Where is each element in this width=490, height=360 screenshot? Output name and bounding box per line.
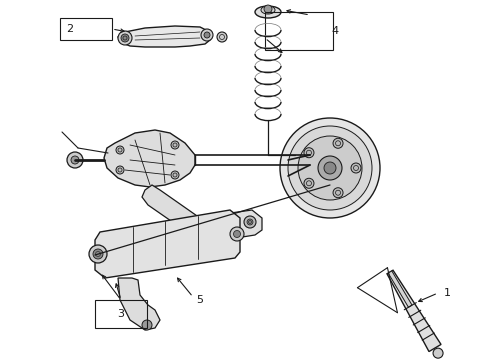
Circle shape [230, 227, 244, 241]
Circle shape [116, 146, 124, 154]
Circle shape [118, 31, 132, 45]
Polygon shape [387, 270, 441, 352]
Bar [95, 300, 147, 328]
Polygon shape [95, 210, 240, 278]
Circle shape [351, 163, 361, 173]
Text: 5: 5 [196, 295, 203, 305]
Text: 3: 3 [118, 309, 124, 319]
Text: 4: 4 [331, 26, 339, 36]
Circle shape [89, 245, 107, 263]
Circle shape [280, 118, 380, 218]
Circle shape [247, 219, 253, 225]
Circle shape [288, 126, 372, 210]
Circle shape [298, 136, 362, 200]
Ellipse shape [255, 6, 281, 18]
Polygon shape [118, 26, 210, 47]
Circle shape [67, 152, 83, 168]
Polygon shape [118, 278, 160, 330]
Circle shape [142, 320, 152, 330]
Circle shape [318, 156, 342, 180]
Circle shape [264, 5, 272, 13]
Circle shape [201, 29, 213, 41]
Circle shape [234, 230, 241, 238]
Text: 2: 2 [67, 24, 74, 34]
Ellipse shape [261, 6, 275, 14]
Circle shape [333, 188, 343, 198]
Polygon shape [388, 271, 412, 307]
Circle shape [71, 156, 79, 164]
Circle shape [204, 32, 210, 38]
Circle shape [304, 148, 314, 158]
Bar [60, 18, 112, 40]
Circle shape [121, 34, 129, 42]
Circle shape [244, 216, 256, 228]
Circle shape [171, 141, 179, 149]
Circle shape [433, 348, 443, 358]
Circle shape [324, 162, 336, 174]
Bar [265, 12, 333, 50]
Circle shape [171, 171, 179, 179]
Text: 1: 1 [443, 288, 450, 298]
Polygon shape [104, 130, 195, 187]
Circle shape [217, 32, 227, 42]
Circle shape [116, 166, 124, 174]
Polygon shape [152, 210, 262, 250]
Circle shape [93, 249, 103, 259]
Circle shape [333, 138, 343, 148]
Polygon shape [142, 185, 235, 258]
Circle shape [304, 178, 314, 188]
